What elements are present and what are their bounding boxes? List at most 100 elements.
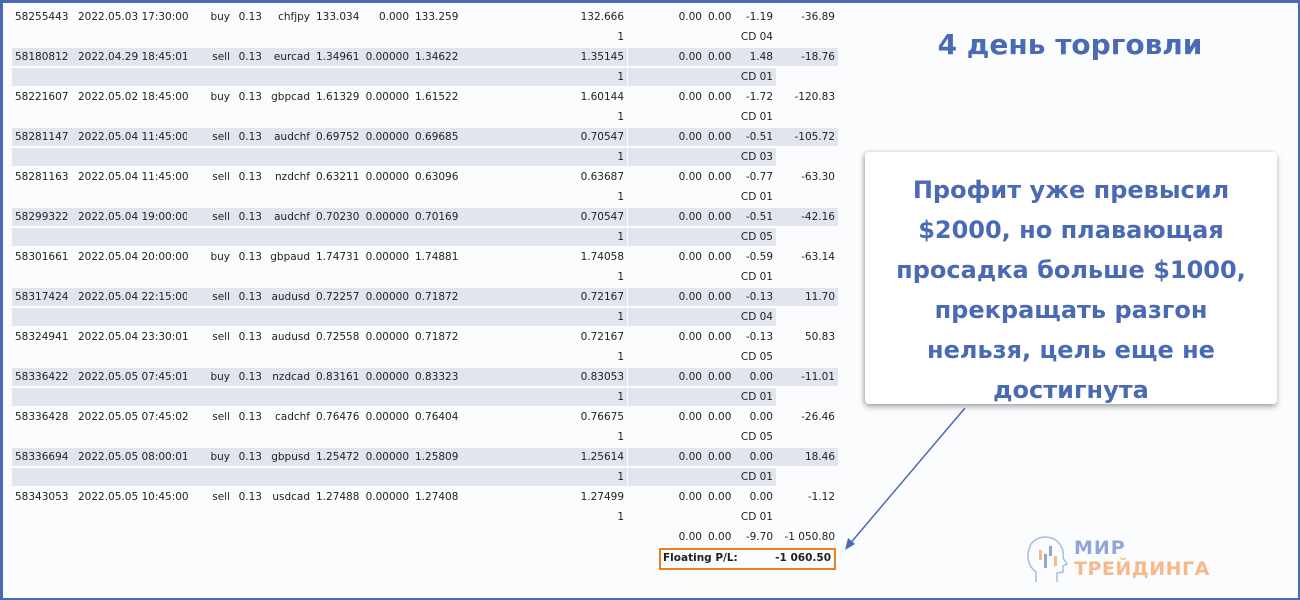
- cell-taxes: 0.00: [705, 448, 733, 466]
- cell-type: buy: [187, 368, 233, 386]
- cell-time: 2022.05.04 11:45:00: [78, 171, 189, 183]
- cell-symbol: chfjpy: [278, 11, 310, 23]
- cell-commission: 0.00: [678, 331, 702, 343]
- cell-sub-num: 1: [617, 271, 624, 283]
- cell-size: 0.13: [238, 411, 262, 423]
- cell-swap: -0.13: [745, 331, 773, 343]
- cell-tp: 0.69685: [412, 128, 460, 146]
- table-subrow: 1 CD 01: [12, 508, 838, 528]
- cell-size: 0.13: [233, 368, 265, 386]
- cell-time: 2022.05.04 23:30:01: [78, 331, 189, 343]
- cell-commission: 0.00: [678, 491, 702, 503]
- cell-size: 0.13: [238, 91, 262, 103]
- cell-commission: 0.00: [678, 11, 702, 23]
- cell-cur-price: 1.25614: [460, 448, 627, 466]
- cell-sl: 0.00000: [362, 48, 412, 66]
- cell-cur-price: 1.27499: [580, 491, 624, 503]
- cell-sub-num: 1: [460, 468, 627, 486]
- cell-symbol: eurcad: [265, 48, 313, 66]
- cell-profit: -1.12: [807, 491, 835, 503]
- cell-symbol: usdcad: [272, 491, 310, 503]
- logo: МИР ТРЕЙДИНГА: [1022, 532, 1222, 586]
- table-row[interactable]: 58221607 2022.05.02 18:45:00 buy 0.13 gbpcad…: [12, 88, 838, 108]
- cell-type: sell: [187, 208, 233, 226]
- cell-tp: 0.71872: [415, 331, 459, 343]
- total-commission: 0.00: [678, 531, 702, 543]
- table-row[interactable]: 58281147 2022.05.04 11:45:00 sell 0.13 audch…: [12, 128, 838, 148]
- table-row[interactable]: 58336694 2022.05.05 08:00:01 buy 0.13 gbpusd…: [12, 448, 838, 468]
- cell-cur-price: 0.70547: [460, 208, 627, 226]
- logo-line2: ТРЕЙДИНГА: [1074, 558, 1210, 580]
- cell-symbol: audusd: [265, 288, 313, 306]
- cell-ticket: 58317424: [12, 288, 75, 306]
- cell-profit: -11.01: [776, 368, 838, 386]
- cell-sub-blank: [12, 468, 460, 486]
- table-subrow: 1 CD 04: [12, 28, 838, 48]
- cell-ticket: 58301661: [15, 251, 69, 263]
- floating-pl-value: -1 060.50: [775, 552, 831, 564]
- cell-tp: 1.27408: [415, 491, 459, 503]
- cell-sub-num: 1: [617, 31, 624, 43]
- table-row[interactable]: 58301661 2022.05.04 20:00:00 buy 0.13 gbpaud…: [12, 248, 838, 268]
- cell-profit: -63.30: [801, 171, 835, 183]
- cell-sl: 0.00000: [362, 368, 412, 386]
- cell-price: 0.72558: [316, 331, 360, 343]
- cell-sub-code: CD 01: [628, 468, 776, 486]
- cell-sl: 0.00000: [365, 171, 409, 183]
- cell-size: 0.13: [238, 11, 262, 23]
- table-row[interactable]: 58180812 2022.04.29 18:45:01 sell 0.13 eurca…: [12, 48, 838, 68]
- table-row[interactable]: 58299322 2022.05.04 19:00:00 sell 0.13 audch…: [12, 208, 838, 228]
- cell-ticket: 58180812: [12, 48, 75, 66]
- cell-tp: 1.25809: [412, 448, 460, 466]
- table-row[interactable]: 58281163 2022.05.04 11:45:00 sell 0.13 nzdch…: [12, 168, 838, 188]
- cell-tp: 0.83323: [412, 368, 460, 386]
- cell-price: 0.63211: [316, 171, 360, 183]
- callout-text: Профит уже превысил $2000, но плавающая …: [896, 176, 1246, 404]
- table-row[interactable]: 58343053 2022.05.05 10:45:00 sell 0.13 usdca…: [12, 488, 838, 508]
- total-swap: -9.70: [745, 531, 773, 543]
- frame-left: [0, 0, 3, 600]
- open-trades-table: 58255443 2022.05.03 17:30:00 buy 0.13 chfjpy…: [12, 8, 838, 548]
- cell-tp: 1.61522: [415, 91, 459, 103]
- cell-price: 0.72257: [313, 288, 362, 306]
- cell-profit: -36.89: [801, 11, 835, 23]
- cell-commission: 0.00: [628, 448, 705, 466]
- table-row[interactable]: 58255443 2022.05.03 17:30:00 buy 0.13 chfjpy…: [12, 8, 838, 28]
- cell-type: sell: [212, 171, 230, 183]
- cell-sl: 0.00000: [362, 208, 412, 226]
- cell-price: 0.70230: [313, 208, 362, 226]
- table-subrow: 1 CD 04: [12, 308, 838, 328]
- cell-sl: 0.00000: [365, 91, 409, 103]
- cell-profit: -120.83: [794, 91, 835, 103]
- cell-swap: -1.72: [745, 91, 773, 103]
- cell-commission: 0.00: [628, 48, 705, 66]
- cell-symbol: nzdcad: [265, 368, 313, 386]
- cell-type: sell: [212, 331, 230, 343]
- cell-size: 0.13: [233, 208, 265, 226]
- table-row[interactable]: 58324941 2022.05.04 23:30:01 sell 0.13 audus…: [12, 328, 838, 348]
- cell-type: buy: [210, 91, 230, 103]
- cell-size: 0.13: [238, 491, 262, 503]
- cell-type: sell: [212, 491, 230, 503]
- cell-commission: 0.00: [678, 251, 702, 263]
- cell-ticket: 58324941: [15, 331, 69, 343]
- table-row[interactable]: 58336422 2022.05.05 07:45:01 buy 0.13 nzdcad…: [12, 368, 838, 388]
- cell-sl: 0.00000: [365, 491, 409, 503]
- cell-profit: -105.72: [776, 128, 838, 146]
- cell-sub-code: CD 01: [740, 271, 773, 283]
- cell-commission: 0.00: [678, 171, 702, 183]
- cell-tp: 133.259: [415, 11, 459, 23]
- cell-ticket: 58299322: [12, 208, 75, 226]
- cell-size: 0.13: [233, 128, 265, 146]
- frame-top: [0, 0, 1300, 3]
- table-row[interactable]: 58336428 2022.05.05 07:45:02 sell 0.13 cadch…: [12, 408, 838, 428]
- cell-sub-blank: [12, 388, 460, 406]
- cell-sub-num: 1: [617, 511, 624, 523]
- cell-size: 0.13: [238, 171, 262, 183]
- cell-profit: -63.14: [801, 251, 835, 263]
- frame-right: [1298, 0, 1300, 600]
- table-row[interactable]: 58317424 2022.05.04 22:15:00 sell 0.13 audus…: [12, 288, 838, 308]
- cell-sub-blank: [12, 308, 460, 326]
- cell-commission: 0.00: [678, 91, 702, 103]
